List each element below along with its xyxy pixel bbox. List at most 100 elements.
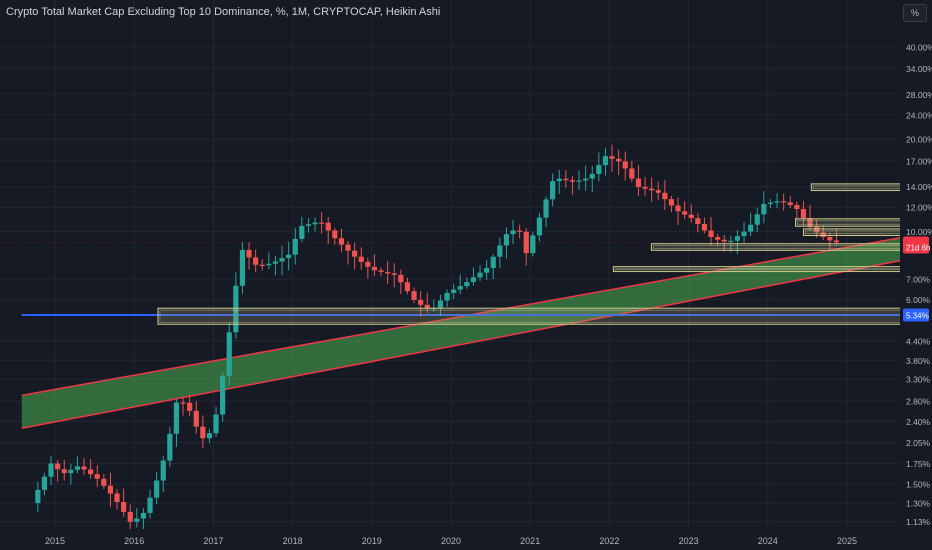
candle [701,217,708,234]
candle [338,228,345,253]
channel-lower-line[interactable] [21,258,907,430]
candle [107,472,114,508]
candle-body [748,224,754,232]
candle [563,170,569,188]
candle-body [583,178,589,181]
candle-body [668,199,675,206]
time-tick-label: 2020 [441,536,461,546]
price-tick-label: 20.00% [906,135,932,145]
candle-body [418,299,424,305]
time-axis[interactable]: 2015 2016 2017 2018 2019 2020 2021 2022 2023 2024… [0,529,900,550]
candle [160,456,166,492]
support-resistance-zone[interactable] [612,266,907,273]
zone-box[interactable] [802,228,907,237]
candle-body [767,202,774,204]
candle-body [74,466,81,470]
candle [299,216,305,242]
candle-body [800,209,807,219]
candle [484,259,490,280]
candle [187,394,193,417]
candle-body [134,518,140,522]
candle-body [814,227,820,233]
candle [332,227,338,245]
candle-body [477,272,483,278]
price-tick-label: 3.80% [906,356,931,366]
candle-body [55,463,61,470]
candle [576,170,582,190]
candle-body [121,502,127,512]
candle [94,465,100,487]
price-tick-label: 2.80% [906,396,931,406]
price-label[interactable]: 21d 6h [903,240,930,254]
candle-body [774,201,780,203]
candle [530,231,536,257]
candle-body [589,173,595,179]
zone-box[interactable] [795,218,907,227]
candle [279,245,285,276]
candle-body [41,476,48,490]
candle [609,144,615,172]
zone-box[interactable] [612,266,907,273]
support-resistance-zone[interactable] [795,218,907,227]
candle-body [484,268,490,273]
candle-body [187,402,193,411]
support-resistance-zone[interactable] [650,243,907,251]
candle-body [688,214,694,219]
candle-body [127,511,133,522]
candle [497,237,503,268]
price-tick-label: 1.13% [906,517,931,527]
candle [800,201,807,227]
candle [371,254,378,276]
candle [655,181,661,201]
candle-body [154,480,160,498]
candle [391,263,397,288]
zone-box[interactable] [157,307,907,325]
price-axis[interactable]: 40.00% 34.00% 28.00% 24.00% 20.00% 17.00% 14.0… [900,0,932,550]
candle-body [602,156,609,166]
candle-body [662,192,668,200]
candle [127,504,133,531]
candle [748,212,754,237]
candle-body [517,230,523,232]
candle [200,415,206,449]
candle [253,249,259,273]
candle [464,277,470,289]
candle [682,201,688,220]
trend-channel[interactable] [0,235,907,430]
candle-body [629,168,635,179]
price-label-text: 5.34% [906,311,929,320]
support-resistance-zone[interactable] [802,228,907,237]
candle-body [622,161,628,169]
candle-body [94,474,100,479]
candle [398,269,404,295]
candle-body [371,266,378,271]
candle-body [503,234,510,246]
candle [48,455,54,486]
candle [589,166,595,193]
candle [569,176,576,195]
candle-body [794,205,800,210]
candle-body [616,158,622,162]
candle-body [213,414,219,434]
candle-body [239,249,246,286]
price-label[interactable]: 5.34% [903,308,929,322]
candle [807,205,813,231]
candle [629,160,635,183]
candle-body [48,463,54,477]
candle-body [173,402,180,434]
support-resistance-zone[interactable] [810,183,907,192]
candle-body [490,256,496,269]
candle-body [655,190,661,193]
candle [754,207,760,232]
percent-scale-button[interactable]: % [903,4,927,22]
channel-fill[interactable] [21,236,907,429]
price-axis-background [900,0,932,550]
zone-box[interactable] [810,183,907,192]
zone-box[interactable] [650,243,907,251]
candle [246,242,252,270]
candle-body [457,286,463,290]
candle-body [556,178,562,182]
support-resistance-zone[interactable] [157,307,907,325]
candle [180,397,186,416]
